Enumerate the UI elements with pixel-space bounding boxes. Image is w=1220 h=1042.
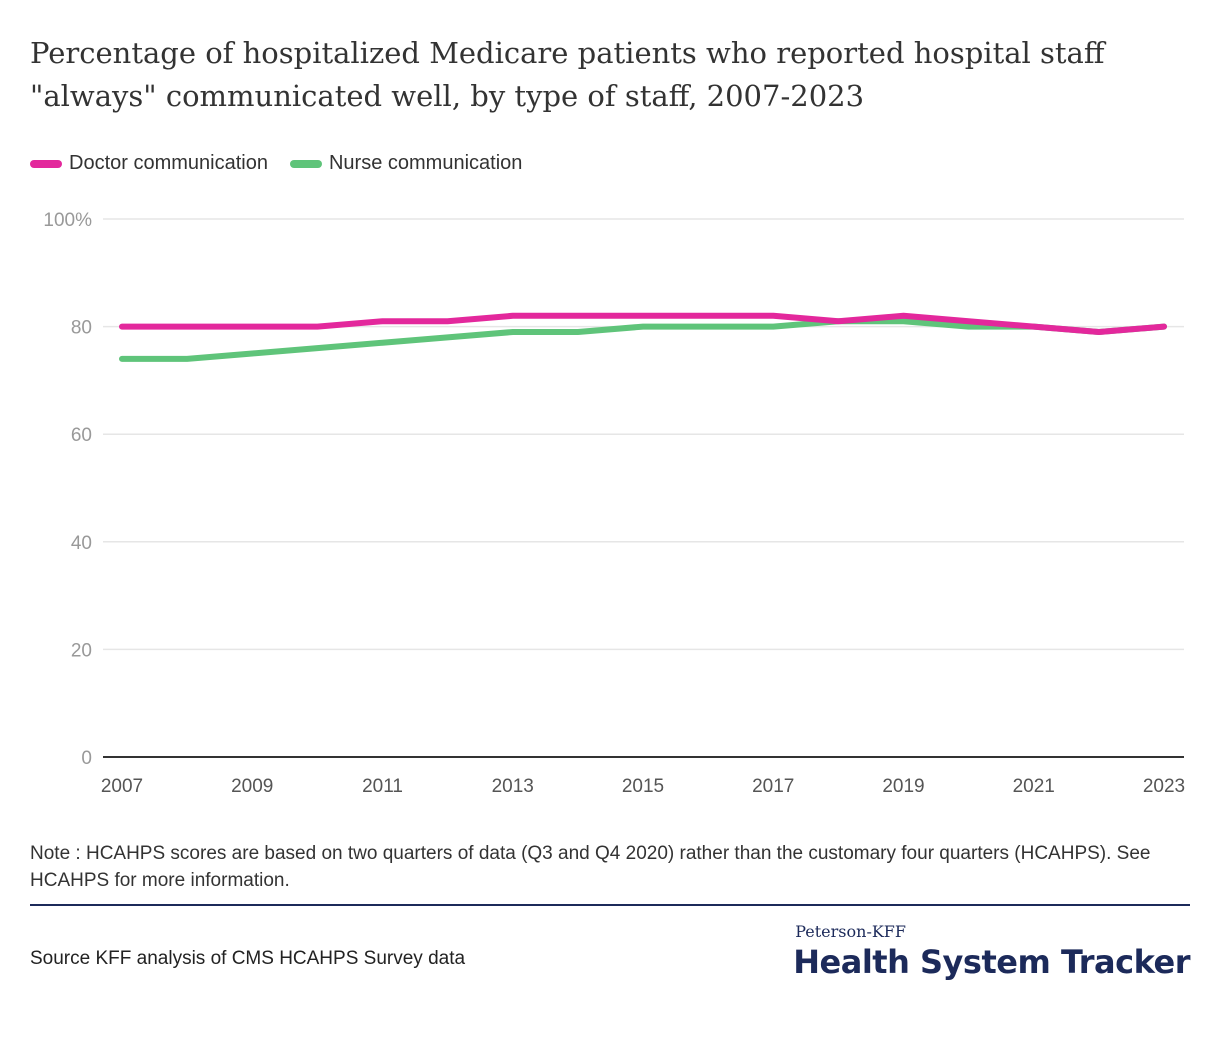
x-tick-label: 2015 (622, 776, 664, 797)
x-tick-label: 2023 (1143, 776, 1185, 797)
brand-logo: Peterson-KFF Health System Tracker (793, 922, 1190, 981)
x-tick-label: 2017 (752, 776, 794, 797)
y-tick-label: 60 (71, 425, 92, 446)
y-tick-label: 80 (71, 318, 92, 339)
x-tick-label: 2009 (231, 776, 273, 797)
chart-note: Note : HCAHPS scores are based on two qu… (30, 843, 1151, 891)
chart-title: Percentage of hospitalized Medicare pati… (30, 36, 1105, 113)
legend-item-nurse: Nurse communication (289, 152, 523, 175)
brand-main-text: Health System Tracker (793, 943, 1190, 981)
legend-label-doctor: Doctor communication (69, 152, 268, 174)
x-tick-label: 2011 (362, 776, 403, 797)
x-tick-label: 2013 (492, 776, 534, 797)
brand-top-text: Peterson-KFF (795, 922, 907, 941)
series-line-doctor (119, 312, 1167, 335)
legend-item-doctor: Doctor communication (30, 152, 268, 175)
x-tick-label: 2007 (101, 776, 143, 797)
y-tick-label: 20 (71, 640, 92, 661)
y-tick-label: 100% (43, 210, 92, 231)
legend-label-nurse: Nurse communication (328, 152, 523, 174)
series-line-nurse (119, 318, 1167, 362)
source-text: Source KFF analysis of CMS HCAHPS Survey… (30, 948, 466, 969)
y-tick-label: 40 (71, 533, 92, 554)
legend-swatch-doctor (30, 159, 62, 168)
x-tick-label: 2019 (882, 776, 924, 797)
line-chart: 0 20 40 60 80 100% 2007 2009 2011 2013 2015 2017 201… (43, 210, 1185, 797)
legend-swatch-nurse (289, 159, 322, 168)
legend: Doctor communication Nurse communication (30, 152, 522, 175)
y-tick-label: 0 (81, 748, 92, 769)
x-tick-label: 2021 (1013, 776, 1055, 797)
divider (30, 904, 1190, 906)
